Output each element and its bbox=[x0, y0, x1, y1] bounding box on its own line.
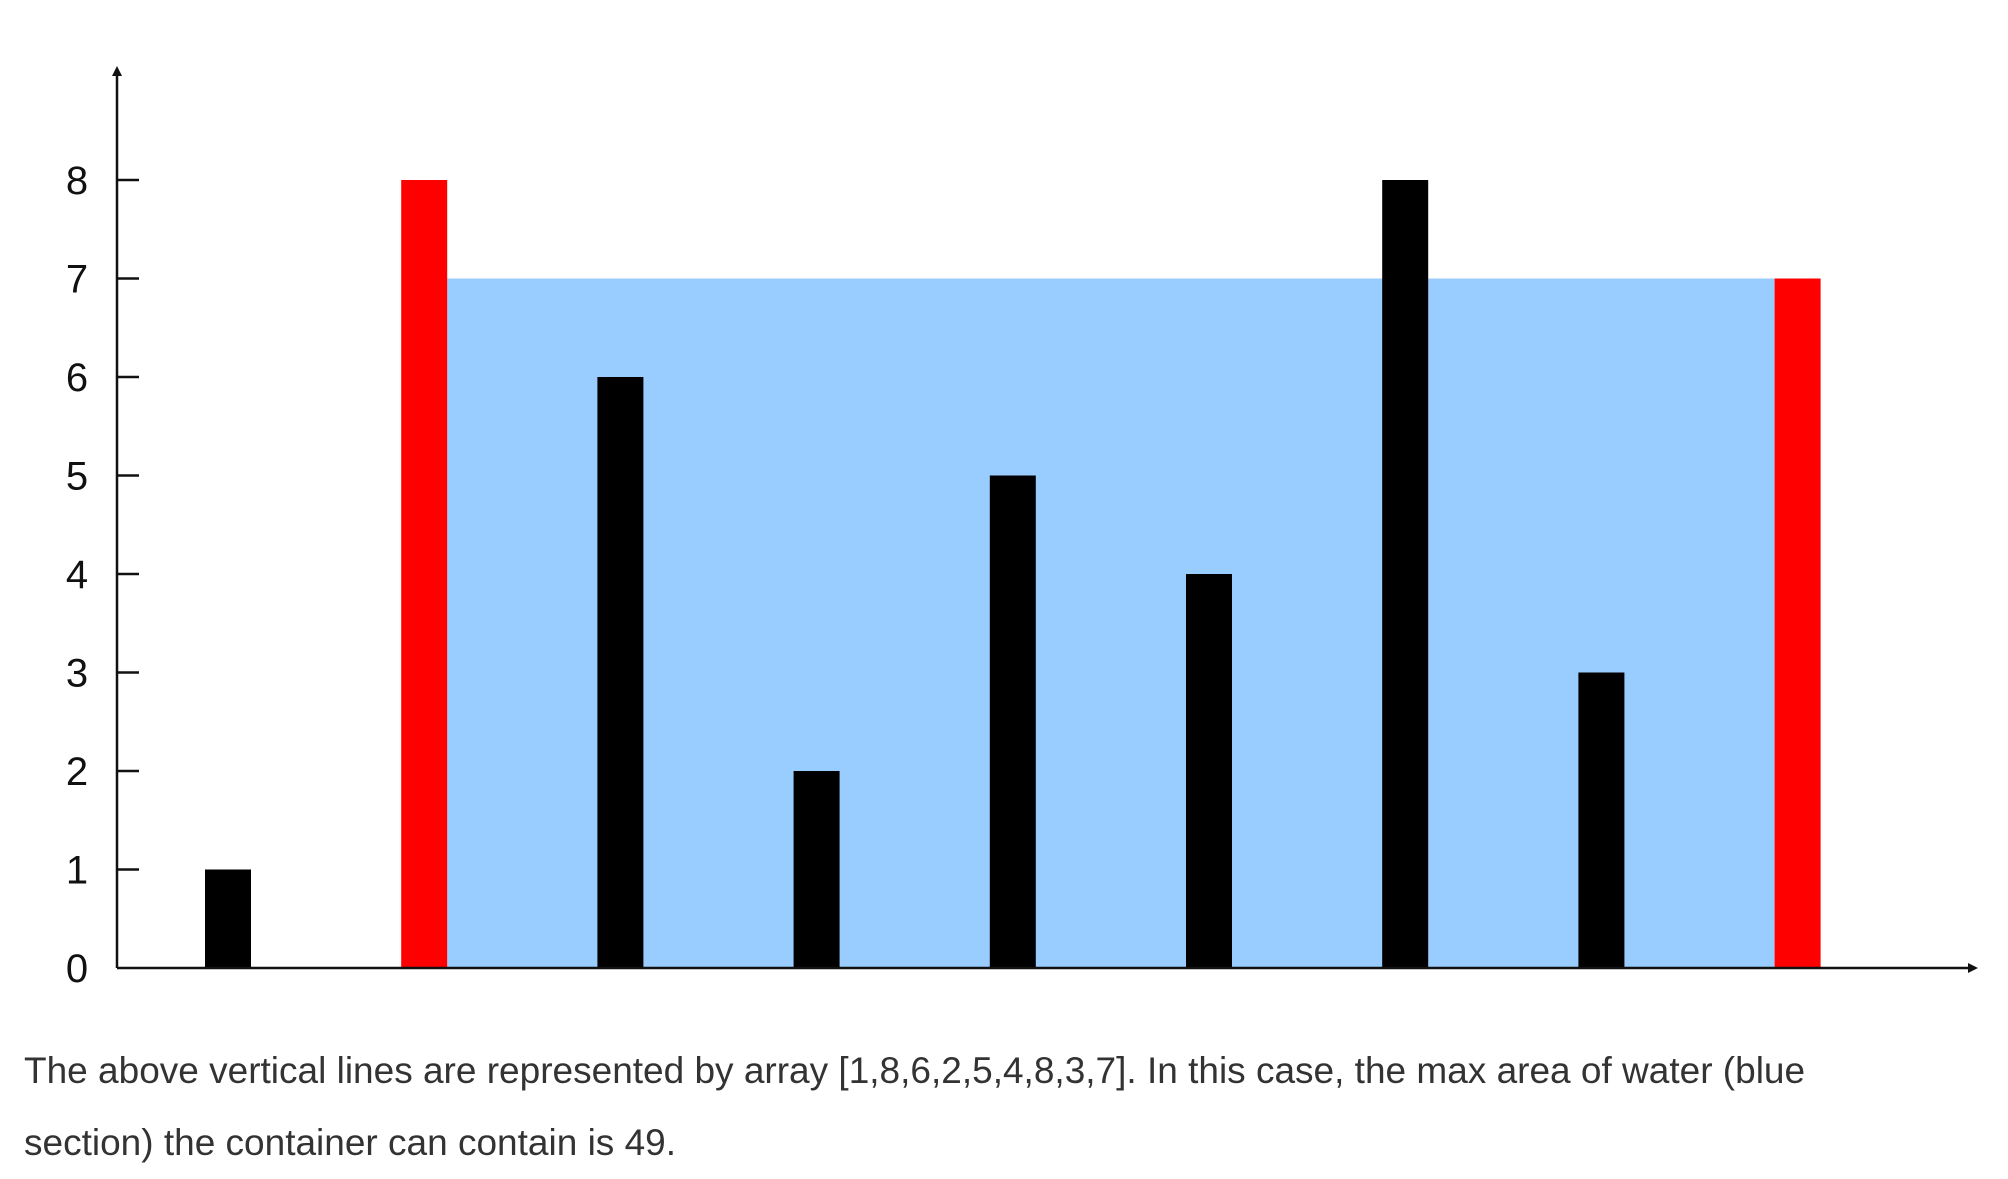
bar bbox=[597, 377, 644, 968]
bar-highlight bbox=[1774, 278, 1821, 968]
chart-caption: The above vertical lines are represented… bbox=[24, 1035, 1984, 1179]
y-ticks-layer: 0 1 2 3 4 5 6 7 8 bbox=[66, 159, 139, 991]
bar bbox=[793, 771, 840, 968]
x-axis-arrow-icon bbox=[1968, 963, 1978, 973]
y-tick-label: 6 bbox=[66, 356, 88, 400]
bar bbox=[205, 869, 251, 968]
y-tick-label: 0 bbox=[66, 947, 88, 991]
y-tick-label: 7 bbox=[66, 258, 88, 302]
y-tick-label: 8 bbox=[66, 159, 88, 203]
y-tick-label: 1 bbox=[66, 849, 88, 893]
caption-line-2: section) the container can contain is 49… bbox=[24, 1122, 676, 1163]
y-tick-label: 4 bbox=[66, 553, 88, 597]
bar bbox=[1186, 574, 1232, 968]
caption-line-1: The above vertical lines are represented… bbox=[24, 1050, 1806, 1091]
bar bbox=[989, 475, 1036, 968]
water-area bbox=[447, 278, 1775, 968]
container-water-chart: 0 1 2 3 4 5 6 7 8 bbox=[66, 66, 1978, 991]
y-axis-arrow-icon bbox=[112, 66, 122, 76]
bar-highlight bbox=[401, 180, 448, 968]
y-tick-label: 3 bbox=[66, 652, 88, 696]
bar bbox=[1578, 672, 1625, 968]
bar bbox=[1382, 180, 1429, 968]
bars-layer bbox=[205, 180, 1821, 968]
y-tick-label: 5 bbox=[66, 455, 88, 499]
y-tick-label: 2 bbox=[66, 750, 88, 794]
